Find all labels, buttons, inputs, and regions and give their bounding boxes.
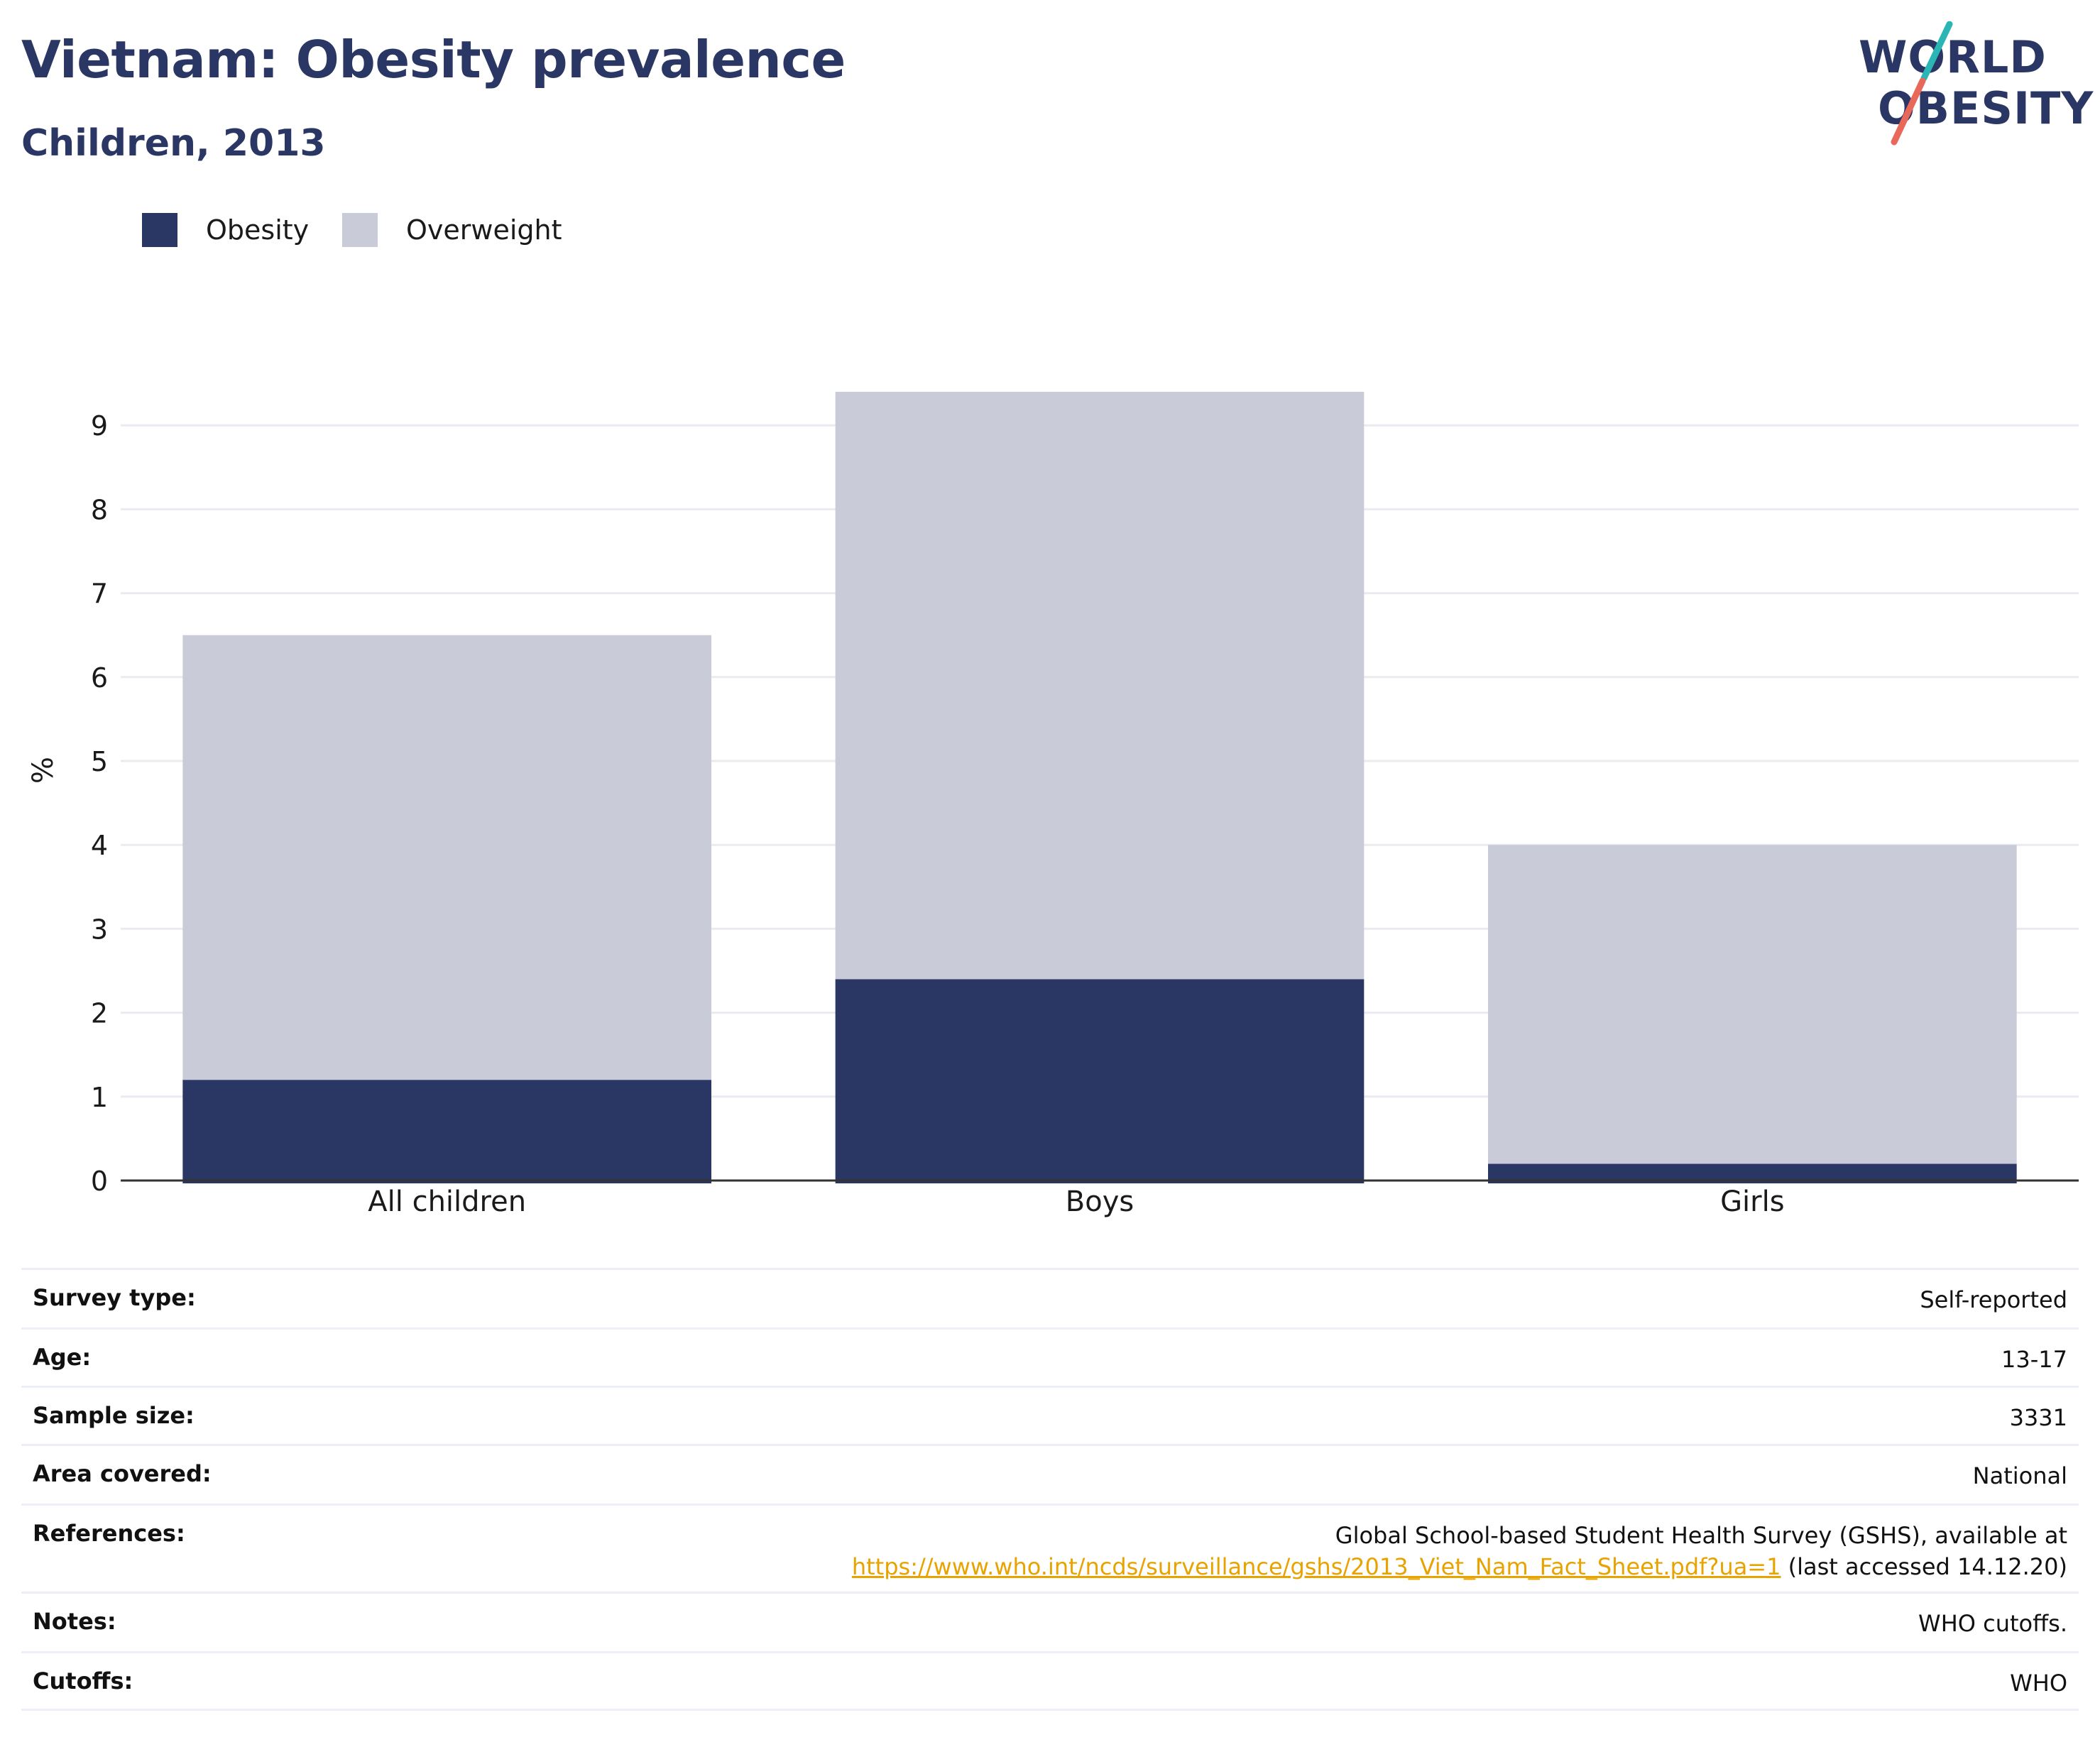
bar-overweight-all-children [182, 635, 711, 1080]
info-value-text: Self-reported [1920, 1286, 2067, 1313]
legend-item-obesity: Obesity [142, 212, 309, 248]
info-label: Survey type: [33, 1284, 196, 1311]
info-value: Self-reported [1920, 1284, 2067, 1315]
info-row: Notes: WHO cutoffs. [21, 1592, 2079, 1651]
info-row: References: Global School-based Student H… [21, 1504, 2079, 1592]
info-row: Area covered: National [21, 1444, 2079, 1504]
info-value-text: 13-17 [2001, 1346, 2067, 1373]
info-label: Age: [33, 1344, 92, 1371]
legend-swatch-overweight [342, 213, 378, 247]
info-value: Global School-based Student Health Surve… [852, 1520, 2067, 1582]
logo-word-2: OBESITY [1878, 82, 2094, 134]
legend-item-overweight: Overweight [342, 212, 562, 248]
chart-subtitle: Children, 2013 [21, 122, 326, 165]
logo-word-1: WORLD [1859, 31, 2047, 83]
info-label: Area covered: [33, 1460, 212, 1487]
legend-swatch-obesity [142, 213, 177, 247]
chart-title: Vietnam: Obesity prevalence [21, 30, 846, 89]
x-tick-label: Girls [1720, 1185, 1785, 1218]
logo-slash-icon [1891, 21, 1953, 146]
bar-overweight-girls [1488, 845, 2017, 1164]
y-tick-label: 3 [91, 914, 108, 945]
bar-overweight-boys [835, 391, 1365, 980]
world-obesity-logo: WORLD OBESITY [1846, 21, 2093, 149]
info-value: 3331 [2010, 1402, 2067, 1433]
info-value-text: WHO cutoffs. [1918, 1610, 2067, 1637]
bar-obesity-all-children [182, 1080, 711, 1183]
info-row: Age: 13-17 [21, 1327, 2079, 1386]
info-value: 13-17 [2001, 1344, 2067, 1375]
survey-info-table: Survey type: Self-reported Age: 13-17 Sample… [21, 1268, 2079, 1711]
info-value: WHO cutoffs. [1918, 1608, 2067, 1639]
info-value-text: Global School-based Student Health Surve… [1335, 1522, 2067, 1549]
info-value-text: 3331 [2009, 1404, 2067, 1431]
y-tick-label: 2 [91, 998, 108, 1029]
y-tick-label: 4 [91, 830, 108, 861]
legend-label-obesity: Obesity [206, 214, 310, 246]
y-tick-label: 8 [91, 494, 108, 525]
info-label: References: [33, 1520, 185, 1547]
x-tick-label: Boys [1066, 1185, 1134, 1218]
y-tick-label: 9 [91, 410, 108, 442]
reference-access-date: (last accessed 14.12.20) [1781, 1553, 2067, 1580]
info-label: Cutoffs: [33, 1667, 133, 1694]
y-axis-title: % [27, 757, 60, 784]
reference-link[interactable]: https://www.who.int/ncds/surveillance/gs… [851, 1553, 1781, 1580]
info-value-text: WHO [2010, 1670, 2067, 1697]
info-row: Cutoffs: WHO [21, 1651, 2079, 1711]
info-row: Survey type: Self-reported [21, 1268, 2079, 1327]
info-label: Sample size: [33, 1402, 195, 1429]
bar-obesity-boys [835, 979, 1365, 1183]
y-tick-label: 7 [91, 579, 108, 610]
info-value-text: National [1972, 1462, 2067, 1489]
y-tick-label: 0 [91, 1166, 108, 1197]
y-tick-label: 5 [91, 746, 108, 777]
stacked-bar-chart: 0 1 2 3 4 5 6 7 8 9% All children Boys Girls [27, 391, 2079, 1218]
info-row: Sample size: 3331 [21, 1386, 2079, 1444]
info-value: National [1973, 1460, 2067, 1491]
y-tick-label: 1 [91, 1082, 108, 1113]
x-tick-label: All children [368, 1185, 526, 1218]
legend-label-overweight: Overweight [406, 214, 562, 246]
info-value: WHO [2010, 1667, 2067, 1699]
y-tick-label: 6 [91, 662, 108, 694]
info-label: Notes: [33, 1608, 116, 1635]
